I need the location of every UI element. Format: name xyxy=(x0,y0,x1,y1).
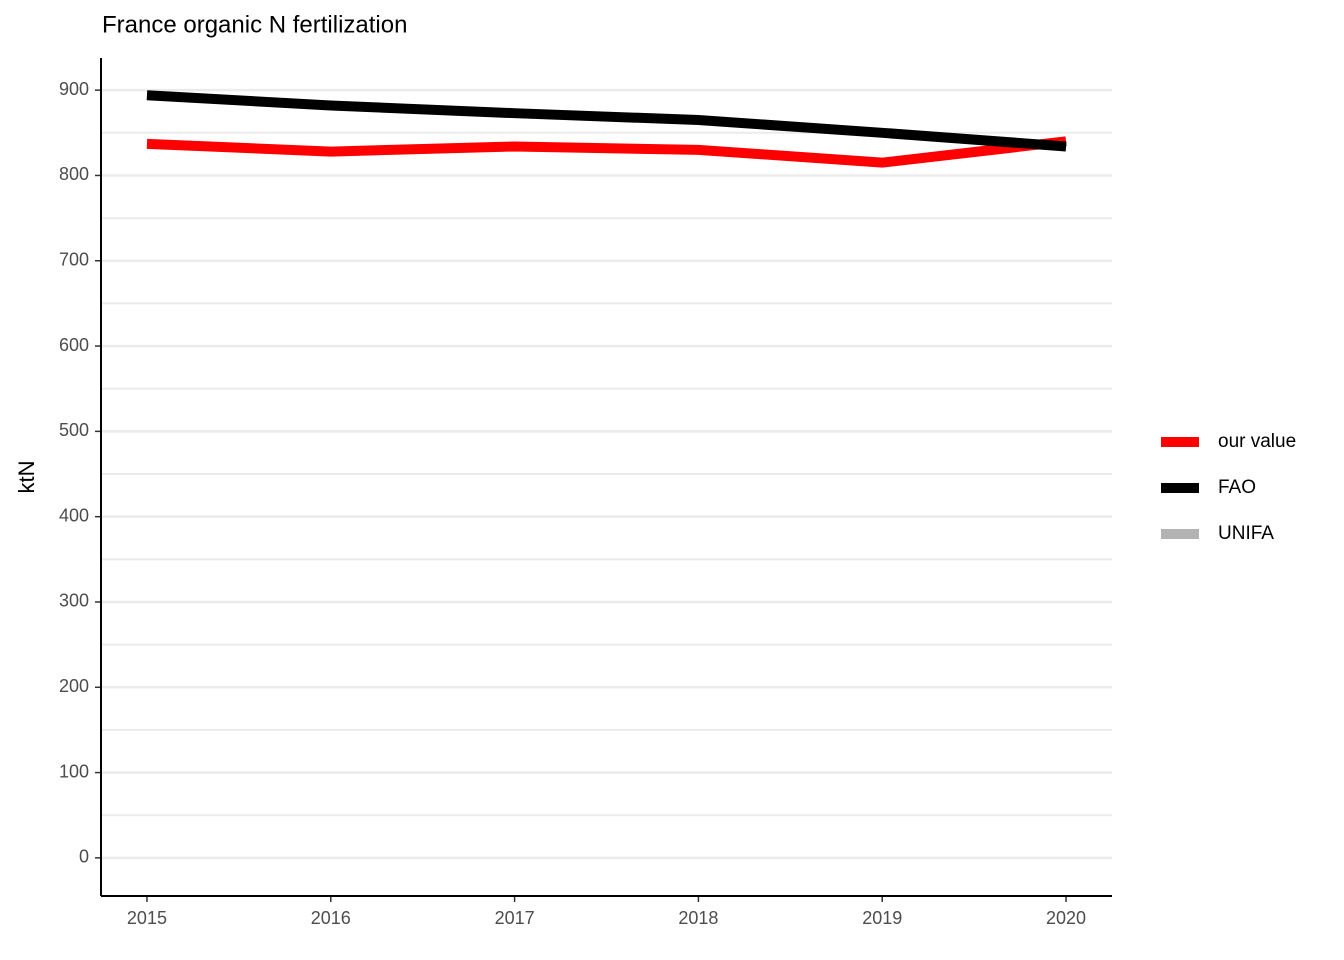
legend-label: our value xyxy=(1218,431,1296,452)
x-tick-label: 2020 xyxy=(1046,908,1086,928)
x-tick-label: 2015 xyxy=(127,908,167,928)
y-axis-label: ktN xyxy=(14,461,39,494)
series-line xyxy=(146,90,1067,152)
y-tick-label: 800 xyxy=(59,164,89,184)
y-tick-label: 0 xyxy=(79,847,89,867)
y-tick-label: 400 xyxy=(59,505,89,525)
legend-swatch xyxy=(1161,483,1199,493)
chart-title: France organic N fertilization xyxy=(102,11,407,38)
legend-swatch xyxy=(1161,529,1199,539)
y-tick-label: 500 xyxy=(59,420,89,440)
x-tick-label: 2018 xyxy=(678,908,718,928)
y-tick-label: 600 xyxy=(59,335,89,355)
y-tick-label: 700 xyxy=(59,250,89,270)
legend-label: FAO xyxy=(1218,477,1256,498)
legend-label: UNIFA xyxy=(1218,523,1274,544)
legend-swatch xyxy=(1161,437,1199,447)
x-tick-label: 2019 xyxy=(862,908,902,928)
y-tick-label: 900 xyxy=(59,79,89,99)
y-tick-label: 100 xyxy=(59,761,89,781)
series-line xyxy=(146,136,1067,168)
x-tick-label: 2017 xyxy=(495,908,535,928)
y-tick-label: 200 xyxy=(59,676,89,696)
x-tick-label: 2016 xyxy=(311,908,351,928)
y-tick-label: 300 xyxy=(59,591,89,611)
